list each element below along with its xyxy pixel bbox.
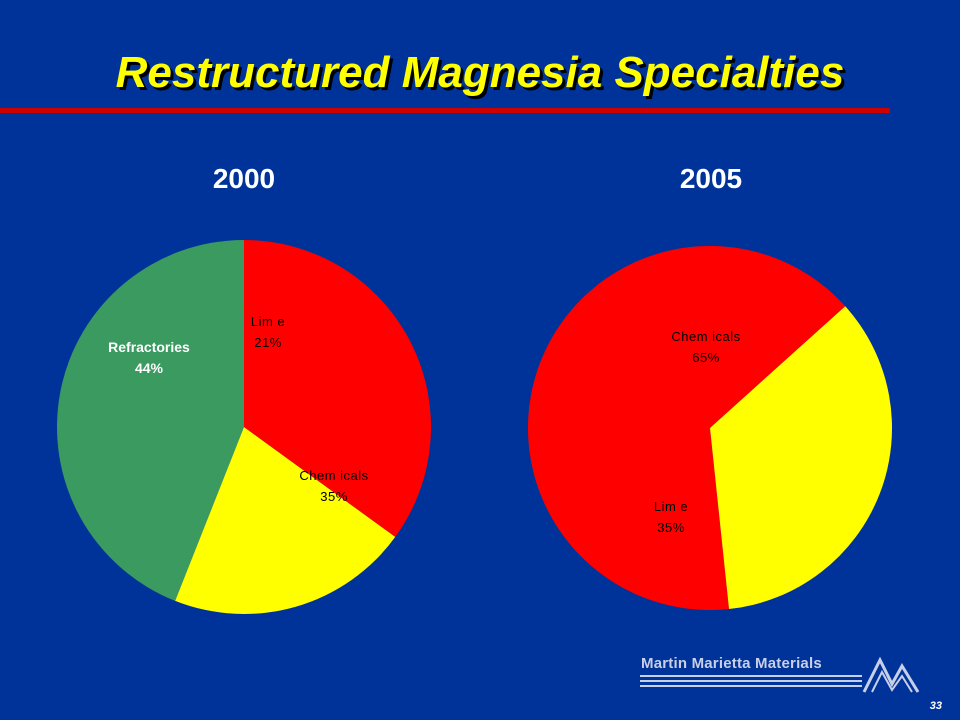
pie-2005-value-chemicals: 65%: [692, 350, 720, 365]
mountain-peaks-icon: [862, 656, 920, 693]
slide-title: Restructured Magnesia Specialties: [115, 48, 845, 97]
pie-2005-slice-lime: [710, 306, 893, 610]
chart-2000-title: 2000: [212, 163, 276, 194]
company-name: Martin Marietta Materials: [641, 655, 822, 672]
pie-2005-value-lime: 35%: [657, 520, 685, 535]
pie-2005-label-chemicals: Chem icals: [671, 329, 740, 344]
pie-2000-label-chemicals: Chem icals: [299, 468, 368, 483]
chart-2005-title: 2005: [679, 163, 743, 194]
pie-2000-label-lime: Lim e: [251, 314, 285, 329]
pie-2000-slice-lime: [175, 427, 396, 614]
pie-2005-label-lime: Lim e: [654, 499, 688, 514]
pie-2000-value-chemicals: 35%: [320, 489, 348, 504]
pie-2005-slice-chemicals: [528, 246, 846, 610]
pie-2000-slice-refractories: [56, 240, 245, 601]
pie-2000-value-lime: 21%: [254, 335, 282, 350]
page-number: 33: [929, 700, 942, 712]
pie-2000-value-refractories: 44%: [135, 360, 164, 376]
pie-2000-label-refractories: Refractories: [108, 339, 190, 355]
logo-stripes: [640, 675, 862, 690]
title-underline: [0, 108, 890, 113]
pie-2000-slice-chemicals: [244, 240, 432, 537]
